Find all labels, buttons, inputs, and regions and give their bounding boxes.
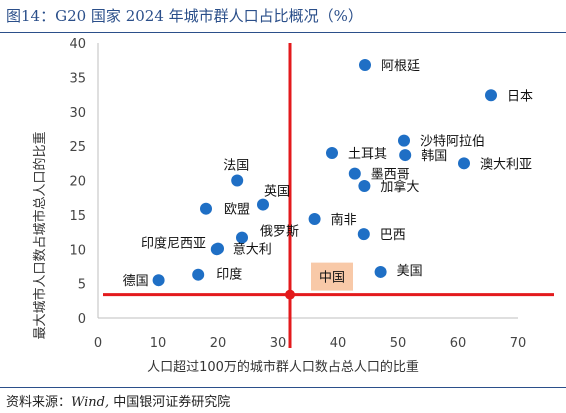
y-tick-label: 0 bbox=[78, 312, 86, 327]
y-tick-label: 5 bbox=[78, 278, 86, 293]
y-axis-title: 最大城市人口数占城市总人口的比重 bbox=[32, 131, 48, 339]
data-point bbox=[358, 180, 371, 192]
point-label: 沙特阿拉伯 bbox=[420, 135, 485, 150]
x-tick-label: 30 bbox=[270, 336, 287, 351]
point-label: 印度 bbox=[216, 267, 242, 283]
point-label: 欧盟 bbox=[224, 203, 250, 218]
point-label: 墨西哥 bbox=[371, 168, 410, 183]
point-label: 巴西 bbox=[380, 228, 406, 243]
y-tick-label: 35 bbox=[69, 71, 86, 86]
data-point bbox=[399, 149, 412, 162]
y-tick-label: 25 bbox=[69, 140, 86, 155]
source-rest: 中国银河证券研究院 bbox=[109, 395, 231, 410]
data-point bbox=[458, 157, 470, 170]
data-point bbox=[308, 213, 321, 225]
y-tick-label: 20 bbox=[69, 175, 86, 190]
point-label: 美国 bbox=[397, 264, 423, 279]
point-label: 日本 bbox=[507, 89, 533, 104]
source-prefix: 资料来源： bbox=[6, 395, 72, 410]
point-label: 法国 bbox=[223, 159, 249, 174]
y-tick-label: 30 bbox=[69, 106, 86, 121]
x-tick-label: 40 bbox=[330, 336, 347, 351]
y-tick-label: 40 bbox=[69, 37, 86, 52]
data-point bbox=[231, 174, 244, 187]
highlight-label: 中国 bbox=[319, 271, 345, 286]
point-label: 土耳其 bbox=[348, 147, 387, 162]
x-tick-label: 60 bbox=[450, 336, 467, 351]
point-label: 意大利 bbox=[233, 241, 272, 257]
y-tick-label: 10 bbox=[69, 243, 86, 258]
x-axis-title: 人口超过100万的城市群人口数占总人口的比重 bbox=[147, 359, 419, 375]
point-label: 英国 bbox=[264, 185, 290, 200]
x-tick-label: 70 bbox=[510, 336, 527, 351]
data-point bbox=[200, 202, 212, 215]
x-tick-label: 10 bbox=[150, 336, 167, 351]
data-point bbox=[398, 134, 410, 147]
data-point bbox=[210, 243, 223, 256]
x-tick-label: 0 bbox=[94, 336, 102, 351]
data-point bbox=[348, 167, 361, 180]
source-note: 资料来源：Wind, 中国银河证券研究院 bbox=[6, 391, 230, 410]
point-label: 阿根廷 bbox=[381, 59, 420, 74]
x-tick-label: 50 bbox=[390, 336, 407, 351]
data-point bbox=[326, 147, 338, 159]
y-tick-label: 15 bbox=[69, 209, 86, 224]
data-point bbox=[236, 231, 248, 244]
point-label: 俄罗斯 bbox=[260, 225, 299, 240]
point-china bbox=[285, 289, 295, 300]
point-label: 加拿大 bbox=[380, 179, 419, 195]
point-label: 澳大利亚 bbox=[480, 156, 532, 172]
x-tick-label: 20 bbox=[210, 336, 227, 351]
figure-title: 图14：G20 国家 2024 年城市群人口占比概况（%） bbox=[6, 7, 363, 25]
title-rule bbox=[0, 32, 566, 33]
point-label: 韩国 bbox=[421, 149, 447, 164]
highlight-box bbox=[311, 262, 353, 291]
source-italic: Wind, bbox=[71, 395, 110, 410]
data-point bbox=[485, 89, 497, 102]
data-point bbox=[357, 228, 370, 241]
point-label: 南非 bbox=[331, 212, 357, 228]
source-rule bbox=[0, 387, 566, 388]
data-point bbox=[359, 59, 371, 71]
data-point bbox=[192, 268, 205, 281]
data-point bbox=[152, 274, 165, 287]
point-label: 德国 bbox=[123, 274, 149, 289]
data-point bbox=[257, 198, 269, 211]
data-point bbox=[374, 265, 387, 278]
point-label: 印度尼西亚 bbox=[141, 236, 206, 252]
